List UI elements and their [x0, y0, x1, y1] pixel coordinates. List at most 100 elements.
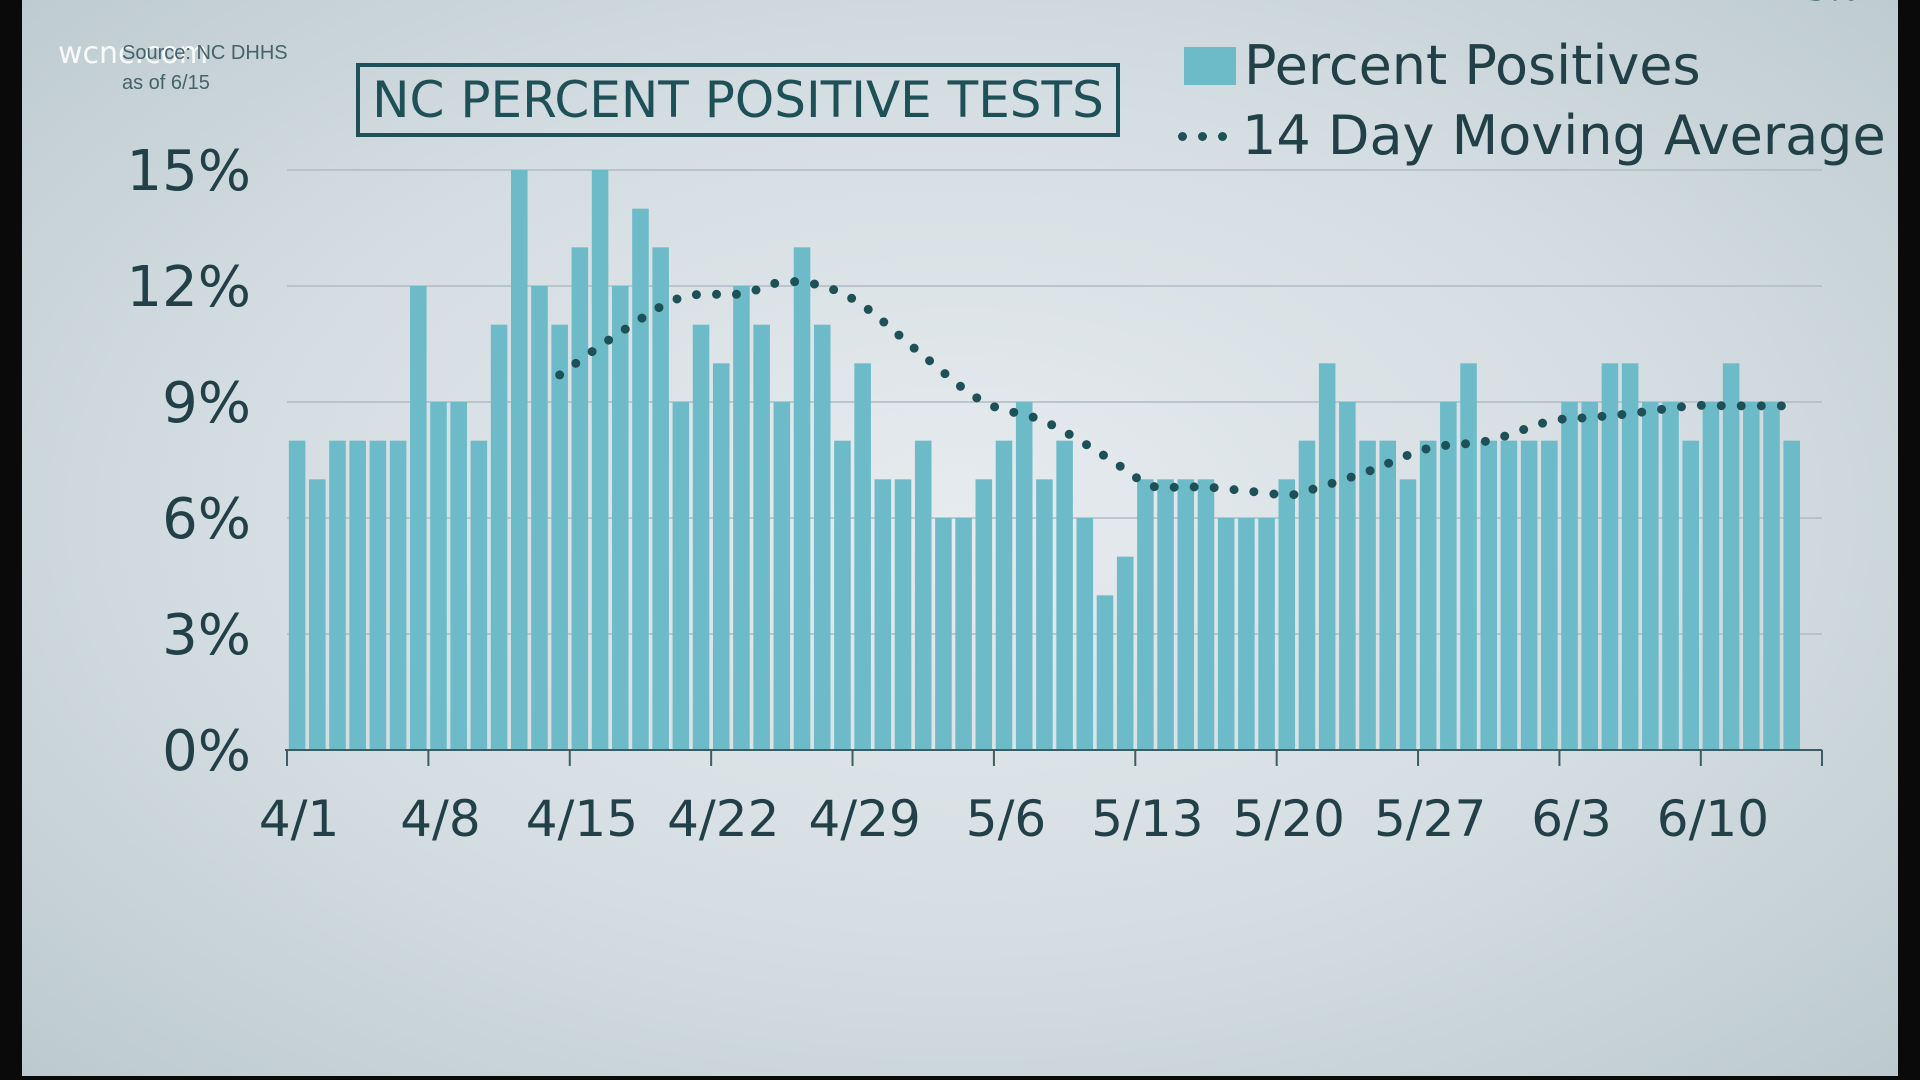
bar	[591, 170, 609, 750]
bar	[1682, 440, 1699, 750]
bar	[1480, 440, 1498, 750]
bar	[1258, 518, 1275, 750]
bar	[995, 440, 1013, 750]
bar	[1036, 479, 1053, 750]
x-tick-label: 4/15	[526, 790, 638, 848]
bar	[531, 286, 548, 750]
bar	[1541, 440, 1558, 750]
bar	[975, 479, 993, 750]
bar	[1096, 595, 1114, 750]
bar	[1379, 440, 1397, 750]
bar	[1278, 479, 1296, 750]
source-line: Source: NC DHHS	[122, 42, 288, 64]
bar	[1520, 440, 1538, 750]
bar	[1359, 440, 1376, 750]
bar	[309, 479, 326, 750]
bar	[894, 479, 912, 750]
bar	[1318, 363, 1336, 750]
bar	[1197, 479, 1215, 750]
bar	[551, 324, 568, 750]
source-note: Source: NC DHHS as of 6/15	[122, 38, 288, 98]
bar	[1743, 402, 1760, 750]
bar	[288, 440, 306, 750]
y-tick-label: 0%	[162, 719, 251, 784]
legend-item-average: 14 Day Moving Average	[1176, 104, 1886, 167]
y-tick-label: 9%	[162, 371, 251, 436]
y-tick-label: 3%	[162, 603, 251, 668]
bar	[1399, 479, 1417, 750]
bar	[1561, 402, 1578, 750]
x-tick-label: 4/1	[259, 790, 339, 848]
bar	[389, 440, 407, 750]
bar	[1581, 402, 1599, 750]
x-tick-label: 5/20	[1233, 790, 1345, 848]
legend-item-bars: Percent Positives	[1184, 34, 1701, 97]
bar	[834, 440, 851, 750]
bar	[813, 324, 831, 750]
bar	[1298, 440, 1316, 750]
legend-average-label: 14 Day Moving Average	[1242, 104, 1886, 167]
bar	[1137, 479, 1154, 750]
bar	[349, 440, 366, 750]
bar	[914, 440, 932, 750]
bar	[1783, 440, 1800, 750]
chart-title-box: NC PERCENT POSITIVE TESTS	[356, 63, 1120, 137]
y-tick-label: 12%	[127, 255, 251, 320]
bar	[935, 518, 952, 750]
bar	[1076, 518, 1094, 750]
bar	[692, 324, 710, 750]
bar	[1116, 556, 1134, 750]
bar	[793, 247, 811, 751]
bar	[733, 286, 750, 750]
percent-positive-chart: 0% 3% 6% 9% 12% 15% 4/1 4/8 4/15 4/22 4/29 5/6 5/13 5…	[127, 0, 1859, 848]
bar	[611, 286, 629, 750]
moving-average-line	[555, 277, 1797, 500]
legend-bars-label: Percent Positives	[1244, 34, 1701, 97]
bar	[329, 440, 346, 750]
bar	[1217, 518, 1235, 750]
bar	[854, 363, 871, 750]
x-tick-label: 4/29	[808, 790, 920, 848]
bar	[1440, 402, 1457, 750]
bar	[1722, 363, 1740, 750]
bar	[369, 440, 387, 750]
bar	[510, 170, 528, 750]
bar	[652, 247, 669, 751]
bar	[1500, 440, 1518, 750]
bar	[470, 440, 488, 750]
station-watermark: wcnc.com	[58, 36, 209, 71]
bar	[1157, 479, 1174, 750]
bar	[1339, 402, 1356, 750]
bar	[874, 479, 892, 750]
x-tick-label: 4/8	[400, 790, 480, 848]
bar	[1642, 402, 1659, 750]
bar	[632, 208, 649, 750]
legend-dots-swatch	[1176, 130, 1238, 142]
bar	[1662, 402, 1679, 750]
y-tick-label: 15%	[127, 139, 251, 204]
bar	[1621, 363, 1639, 750]
bar	[1177, 479, 1195, 750]
bar	[490, 324, 508, 750]
x-tick-label: 4/22	[667, 790, 779, 848]
bar	[1702, 402, 1720, 750]
chart-card: wcnc.com Source: NC DHHS as of 6/15 NC P…	[22, 0, 1898, 1076]
bar	[672, 402, 690, 750]
bar	[410, 286, 427, 750]
x-tick-label: 5/6	[966, 790, 1046, 848]
annotation-label: 8%	[1805, 0, 1859, 9]
date-line: as of 6/15	[122, 72, 210, 94]
x-tick-label: 6/10	[1657, 790, 1769, 848]
bar	[712, 363, 730, 750]
x-tick-label: 5/13	[1091, 790, 1203, 848]
bar	[955, 518, 972, 750]
x-tick-label: 6/3	[1531, 790, 1611, 848]
bar	[450, 402, 467, 750]
legend-bar-swatch	[1184, 46, 1236, 85]
y-tick-label: 6%	[162, 487, 251, 552]
chart-title: NC PERCENT POSITIVE TESTS	[372, 71, 1104, 129]
bar	[571, 247, 589, 751]
bar	[430, 402, 447, 750]
bar	[1419, 440, 1437, 750]
bar	[1460, 363, 1477, 750]
